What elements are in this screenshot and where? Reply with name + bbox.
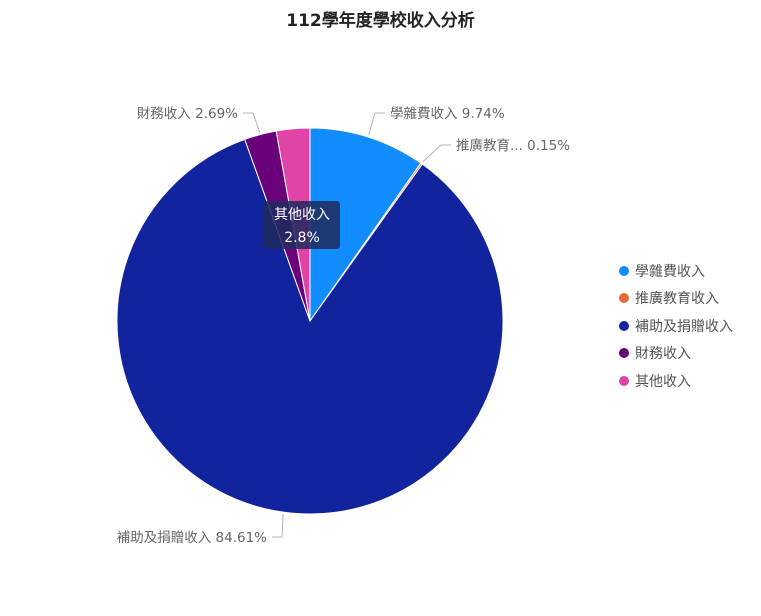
- data-label: 學雜費收入 9.74%: [390, 106, 505, 122]
- legend: 學雜費收入推廣教育收入 補助及捐贈收入 財務收入其他收入: [619, 257, 733, 395]
- leader-line: [422, 144, 451, 163]
- legend-label: 推廣教育收入: [635, 291, 719, 308]
- legend-item[interactable]: 推廣教育收入: [619, 285, 733, 313]
- tooltip-value: 2.8%: [284, 230, 320, 246]
- leader-line: [368, 112, 385, 136]
- legend-swatch: [619, 320, 629, 331]
- pie-slice[interactable]: [309, 127, 422, 323]
- legend-item[interactable]: 補助及捐贈收入: [619, 312, 733, 340]
- tooltip-label: 其他收入: [274, 207, 330, 223]
- legend-label: 補助及捐贈收入: [635, 318, 733, 335]
- legend-item[interactable]: 學雜費收入: [619, 257, 733, 285]
- tooltip: 其他收入 2.8%: [264, 201, 340, 249]
- legend-item[interactable]: 其他收入: [619, 367, 733, 395]
- data-labels: 學雜費收入 9.74% 推廣教育... 0.15% 補助及捐贈收入 84.61% 財務…: [117, 106, 571, 546]
- leader-line: [272, 514, 284, 538]
- legend-label: 其他收入: [635, 373, 691, 390]
- legend-swatch: [619, 293, 629, 304]
- legend-swatch: [619, 375, 629, 386]
- tooltip-box: [264, 201, 340, 249]
- legend-label: 財務收入: [635, 346, 691, 363]
- legend-item[interactable]: 財務收入: [619, 340, 733, 368]
- pie-slice[interactable]: [116, 138, 504, 515]
- chart-title: 112學年度學校收入分析: [286, 11, 475, 31]
- legend-swatch: [619, 348, 629, 359]
- data-label: 補助及捐贈收入 84.61%: [117, 530, 267, 546]
- leader-lines: [243, 112, 451, 538]
- legend-swatch: [619, 265, 629, 276]
- data-label: 推廣教育... 0.15%: [456, 137, 570, 154]
- data-label: 財務收入 2.69%: [137, 106, 238, 122]
- legend-label: 學雜費收入: [635, 263, 705, 280]
- leader-line: [243, 112, 261, 133]
- pie-slices: [116, 127, 504, 515]
